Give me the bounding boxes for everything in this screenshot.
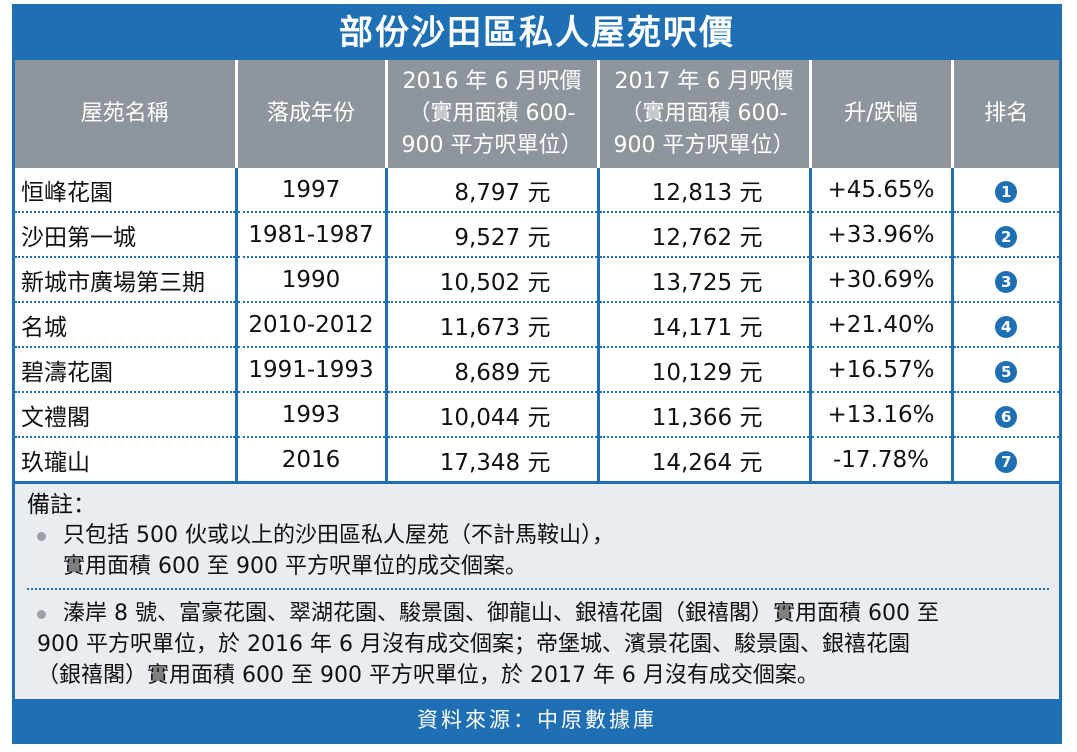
price-2016-cell: 8,689 元	[386, 347, 600, 393]
rank-cell: 5	[952, 347, 1059, 393]
rank-badge: 4	[995, 315, 1018, 338]
estate-name-cell: 文禮閣	[15, 392, 238, 438]
table-row: 名城 2010-2012 11,673 元 14,171 元 +21.40% 4	[15, 302, 1059, 348]
note-line: （銀禧閣）實用面積 600 至 900 平方呎單位，於 2017 年 6 月沒有…	[37, 663, 819, 688]
table-row: 文禮閣 1993 10,044 元 11,366 元 +13.16% 6	[15, 392, 1059, 438]
price-2016-cell: 10,044 元	[386, 392, 600, 438]
price-2017-cell: 11,366 元	[598, 392, 812, 438]
column-header: 2017 年 6 月呎價 （實用面積 600- 900 平方呎單位）	[598, 60, 812, 168]
rank-cell: 6	[952, 392, 1059, 438]
price-2016-cell: 10,502 元	[386, 257, 600, 303]
change-cell: +45.65%	[810, 168, 954, 213]
rank-cell: 4	[952, 302, 1059, 348]
completion-year-cell: 1991-1993	[236, 347, 388, 393]
note-line: 只包括 500 伙或以上的沙田區私人屋苑（不計馬鞍山），	[63, 523, 614, 548]
page-title: 部份沙田區私人屋苑呎價	[15, 7, 1059, 60]
table-row: 碧濤花園 1991-1993 8,689 元 10,129 元 +16.57% 5	[15, 347, 1059, 393]
notes-section: 備註： 只包括 500 伙或以上的沙田區私人屋苑（不計馬鞍山）， 實用面積 60…	[15, 484, 1059, 702]
column-header: 落成年份	[236, 60, 388, 168]
rank-cell: 3	[952, 257, 1059, 303]
rank-badge: 2	[995, 225, 1018, 248]
rank-badge: 5	[995, 360, 1018, 383]
change-cell: +33.96%	[810, 212, 954, 258]
price-2016-cell: 11,673 元	[386, 302, 600, 348]
completion-year-cell: 1981-1987	[236, 212, 388, 258]
rank-cell: 1	[952, 168, 1059, 213]
table-row: 沙田第一城 1981-1987 9,527 元 12,762 元 +33.96% 2	[15, 212, 1059, 258]
rank-badge: 6	[995, 405, 1018, 428]
price-table-card: 部份沙田區私人屋苑呎價 屋苑名稱 落成年份 2016 年 6 月呎價 （實用面積 6…	[12, 4, 1062, 744]
divider	[27, 588, 1049, 590]
price-2016-cell: 9,527 元	[386, 212, 600, 258]
price-2016-cell: 17,348 元	[386, 437, 600, 481]
table-header-row: 屋苑名稱 落成年份 2016 年 6 月呎價 （實用面積 600- 900 平方呎單…	[15, 60, 1059, 168]
completion-year-cell: 2010-2012	[236, 302, 388, 348]
completion-year-cell: 1997	[236, 168, 388, 213]
change-cell: +21.40%	[810, 302, 954, 348]
price-2017-cell: 13,725 元	[598, 257, 812, 303]
note-item: 只包括 500 伙或以上的沙田區私人屋苑（不計馬鞍山）， 實用面積 600 至 …	[27, 520, 1049, 582]
table-row: 新城市廣場第三期 1990 10,502 元 13,725 元 +30.69% 3	[15, 257, 1059, 303]
completion-year-cell: 1990	[236, 257, 388, 303]
column-header: 升/跌幅	[810, 60, 954, 168]
rank-cell: 7	[952, 437, 1059, 481]
rank-badge: 7	[995, 450, 1018, 473]
estate-name-cell: 碧濤花園	[15, 347, 238, 393]
price-2016-cell: 8,797 元	[386, 168, 600, 213]
rank-badge: 3	[995, 270, 1018, 293]
bullet-icon	[37, 610, 46, 619]
rank-badge: 1	[995, 180, 1018, 203]
table-row: 玖瓏山 2016 17,348 元 14,264 元 -17.78% 7	[15, 437, 1059, 481]
table-row: 恒峰花園 1997 8,797 元 12,813 元 +45.65% 1	[15, 168, 1059, 213]
source-credit: 資料來源：中原數據庫	[15, 699, 1059, 741]
price-2017-cell: 10,129 元	[598, 347, 812, 393]
change-cell: +30.69%	[810, 257, 954, 303]
notes-label: 備註：	[27, 492, 96, 518]
table-body: 恒峰花園 1997 8,797 元 12,813 元 +45.65% 1 沙田第一城 1981…	[15, 168, 1059, 481]
estate-name-cell: 恒峰花園	[15, 168, 238, 213]
note-line: 溱岸 8 號、富豪花園、翠湖花園、駿景園、御龍山、銀禧花園（銀禧閣）實用面積 6…	[63, 601, 939, 626]
note-line: 900 平方呎單位，於 2016 年 6 月沒有成交個案；帝堡城、濱景花園、駿景…	[37, 632, 910, 657]
completion-year-cell: 1993	[236, 392, 388, 438]
estate-name-cell: 沙田第一城	[15, 212, 238, 258]
estate-name-cell: 玖瓏山	[15, 437, 238, 481]
estate-name-cell: 名城	[15, 302, 238, 348]
completion-year-cell: 2016	[236, 437, 388, 481]
divider	[15, 481, 1059, 484]
note-item: 溱岸 8 號、富豪花園、翠湖花園、駿景園、御龍山、銀禧花園（銀禧閣）實用面積 6…	[27, 598, 1049, 691]
price-2017-cell: 14,171 元	[598, 302, 812, 348]
note-line: 實用面積 600 至 900 平方呎單位的成交個案。	[63, 554, 527, 579]
change-cell: -17.78%	[810, 437, 954, 481]
estate-name-cell: 新城市廣場第三期	[15, 257, 238, 303]
column-header: 屋苑名稱	[15, 60, 238, 168]
price-2017-cell: 12,762 元	[598, 212, 812, 258]
column-header: 排名	[952, 60, 1059, 168]
change-cell: +16.57%	[810, 347, 954, 393]
change-cell: +13.16%	[810, 392, 954, 438]
rank-cell: 2	[952, 212, 1059, 258]
column-header: 2016 年 6 月呎價 （實用面積 600- 900 平方呎單位）	[386, 60, 600, 168]
price-table: 屋苑名稱 落成年份 2016 年 6 月呎價 （實用面積 600- 900 平方呎單…	[15, 60, 1059, 481]
price-2017-cell: 12,813 元	[598, 168, 812, 213]
bullet-icon	[37, 532, 46, 541]
price-2017-cell: 14,264 元	[598, 437, 812, 481]
